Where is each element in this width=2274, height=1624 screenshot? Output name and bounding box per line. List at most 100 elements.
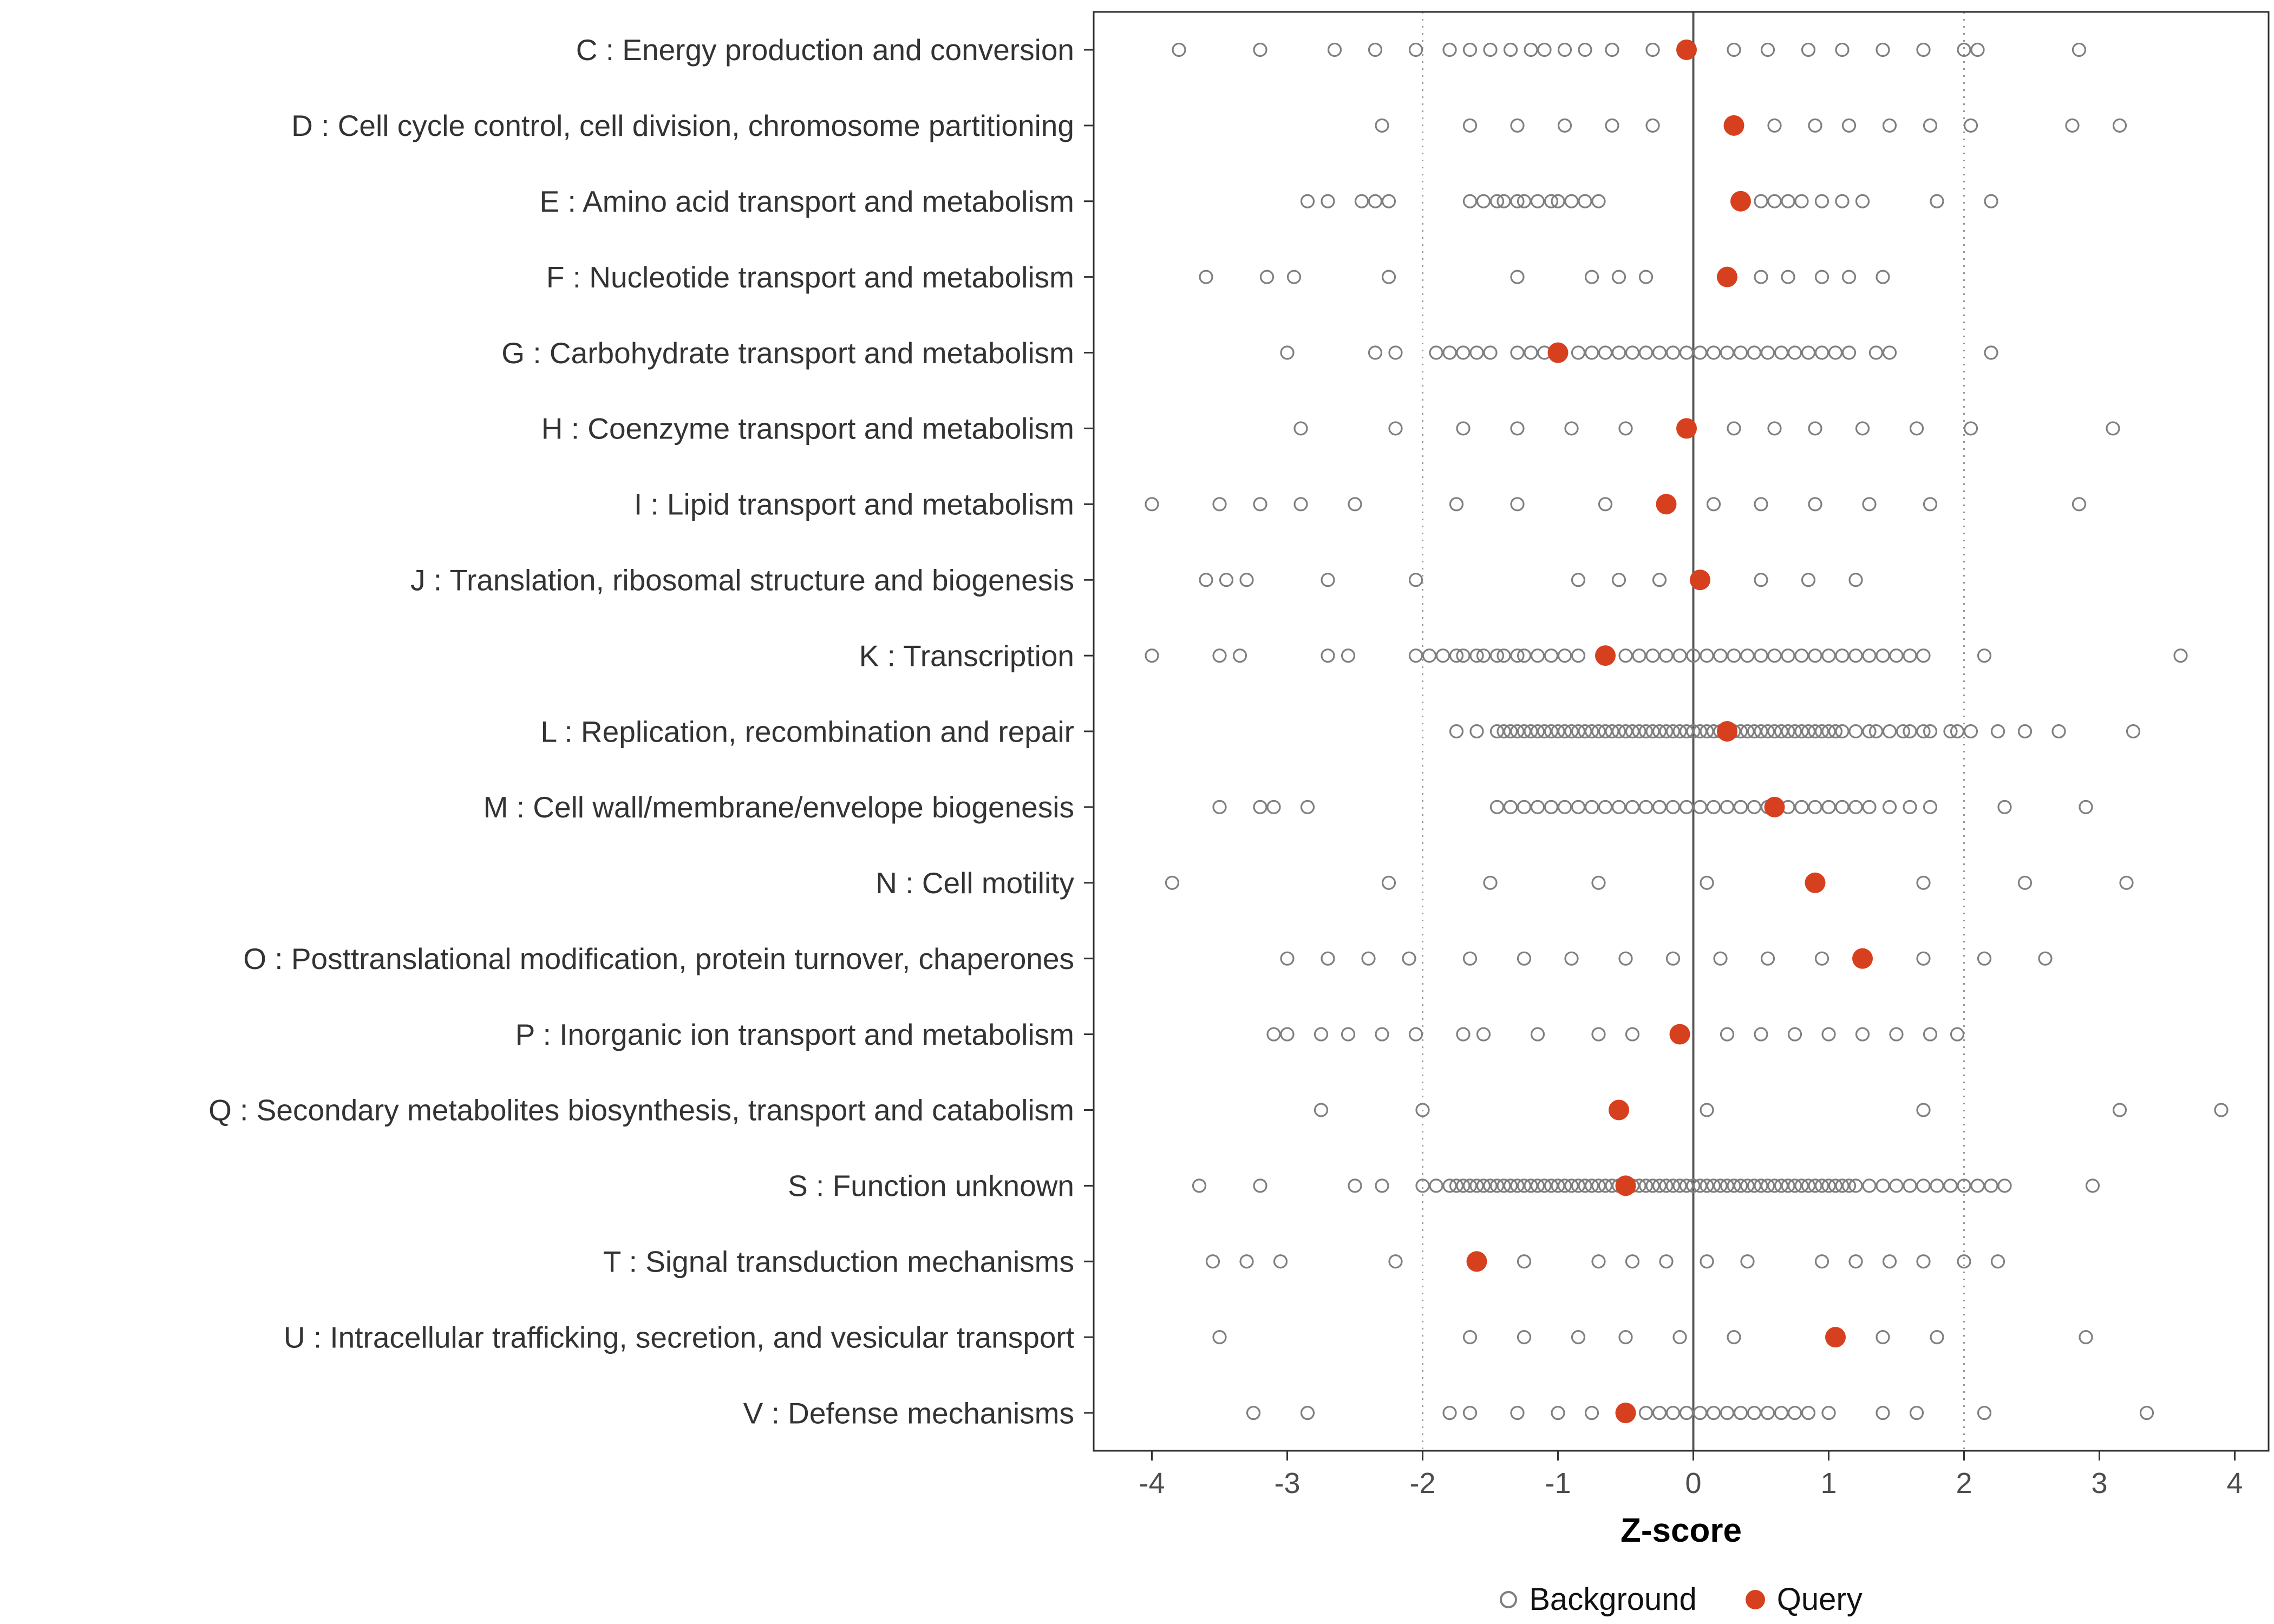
background-point xyxy=(1510,270,1525,284)
background-point xyxy=(1253,497,1267,512)
background-point xyxy=(1517,724,1532,739)
background-point xyxy=(1544,194,1559,208)
background-point xyxy=(1557,118,1572,133)
background-point xyxy=(1517,1178,1532,1193)
background-point xyxy=(1787,724,1802,739)
background-point xyxy=(1787,1027,1802,1042)
background-point xyxy=(2085,1178,2100,1193)
background-point xyxy=(1984,345,1998,360)
query-point xyxy=(1615,1175,1636,1196)
background-point xyxy=(1321,194,1335,208)
background-point xyxy=(1598,345,1613,360)
background-point xyxy=(1794,724,1809,739)
background-point xyxy=(1321,649,1335,663)
background-point xyxy=(1415,1178,1430,1193)
background-point xyxy=(1814,1178,1829,1193)
background-point xyxy=(2119,875,2134,890)
background-point xyxy=(1787,345,1802,360)
query-point xyxy=(1852,948,1873,969)
background-point xyxy=(1733,345,1748,360)
background-point xyxy=(1665,345,1681,360)
background-point xyxy=(1652,724,1667,739)
background-point xyxy=(1638,345,1654,360)
background-point xyxy=(1530,649,1545,663)
background-point xyxy=(1672,1178,1687,1193)
background-point xyxy=(1591,1178,1606,1193)
y-axis-label: P : Inorganic ion transport and metaboli… xyxy=(515,1018,1074,1051)
background-point xyxy=(1293,497,1308,512)
background-legend-marker-icon xyxy=(1500,1591,1518,1608)
x-tick-label: -4 xyxy=(1139,1467,1165,1499)
x-tick-label: 4 xyxy=(2226,1467,2243,1499)
background-point xyxy=(2038,951,2053,966)
x-tick-label: 0 xyxy=(1685,1467,1701,1499)
background-point xyxy=(1578,42,1592,57)
background-point xyxy=(1517,951,1532,966)
background-point xyxy=(1923,800,1938,814)
background-point xyxy=(1868,724,1884,739)
background-point xyxy=(1930,1178,1944,1193)
background-point xyxy=(1754,270,1768,284)
background-point xyxy=(1862,724,1877,739)
background-point xyxy=(1747,800,1762,814)
background-point xyxy=(1476,194,1491,208)
background-point xyxy=(1476,649,1491,663)
background-point xyxy=(1537,42,1552,57)
background-point xyxy=(1442,42,1457,57)
query-point xyxy=(1656,494,1677,515)
background-point xyxy=(1544,724,1559,739)
background-point xyxy=(1510,1178,1525,1193)
background-point xyxy=(1429,1178,1443,1193)
query-point xyxy=(1723,115,1744,136)
background-point xyxy=(1747,724,1762,739)
background-point xyxy=(1598,800,1613,814)
background-point xyxy=(1876,270,1890,284)
background-point xyxy=(1882,345,1897,360)
background-point xyxy=(1456,649,1471,663)
background-point xyxy=(1808,497,1822,512)
background-point xyxy=(2106,421,2120,436)
background-point xyxy=(1916,42,1931,57)
background-point xyxy=(1713,649,1728,663)
background-point xyxy=(1889,1027,1904,1042)
background-point xyxy=(1767,649,1782,663)
background-point xyxy=(1212,649,1227,663)
background-point xyxy=(1557,800,1572,814)
background-point xyxy=(1632,649,1646,663)
background-point xyxy=(1476,1027,1491,1042)
background-point xyxy=(1530,800,1545,814)
background-point xyxy=(1808,649,1822,663)
background-point xyxy=(1903,800,1917,814)
background-point xyxy=(1876,1405,1890,1420)
background-point xyxy=(1727,649,1741,663)
x-tick-label: 3 xyxy=(2091,1467,2107,1499)
background-point xyxy=(1733,800,1748,814)
x-tick-label: -3 xyxy=(1274,1467,1300,1499)
background-point xyxy=(1706,345,1721,360)
background-point xyxy=(2065,118,2080,133)
background-point xyxy=(1767,1178,1782,1193)
background-point xyxy=(1957,1254,1971,1269)
background-point xyxy=(1760,951,1775,966)
background-point xyxy=(1300,194,1315,208)
background-point xyxy=(2072,497,2087,512)
background-point xyxy=(1571,649,1586,663)
background-point xyxy=(1693,1178,1708,1193)
background-point xyxy=(1903,649,1917,663)
background-point xyxy=(1483,875,1498,890)
background-point xyxy=(1720,800,1735,814)
background-point xyxy=(1672,724,1687,739)
background-point xyxy=(1652,1405,1667,1420)
background-point xyxy=(2214,1103,2229,1117)
background-point xyxy=(1754,1178,1768,1193)
background-point xyxy=(1727,1330,1741,1345)
background-point xyxy=(1497,649,1511,663)
background-point xyxy=(1679,1178,1694,1193)
background-point xyxy=(1808,800,1822,814)
background-point xyxy=(1524,345,1538,360)
background-point xyxy=(1557,649,1572,663)
background-point xyxy=(1835,800,1850,814)
background-point xyxy=(1321,951,1335,966)
background-point xyxy=(1835,42,1850,57)
